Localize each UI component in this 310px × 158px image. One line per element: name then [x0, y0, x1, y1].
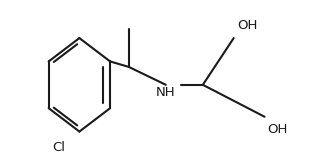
Text: Cl: Cl: [52, 141, 65, 154]
Text: OH: OH: [237, 19, 257, 32]
Text: NH: NH: [156, 86, 175, 99]
Text: OH: OH: [268, 123, 288, 136]
